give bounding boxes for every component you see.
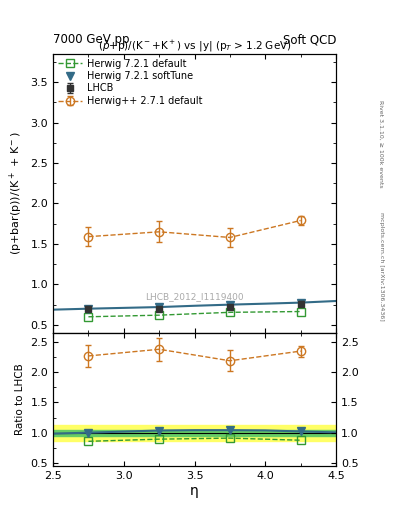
Text: Soft QCD: Soft QCD [283,33,336,46]
Y-axis label: Ratio to LHCB: Ratio to LHCB [15,364,25,435]
Bar [53,425,336,440]
Herwig 7.2.1 softTune [298,300,303,306]
Bar [53,430,336,436]
Herwig 7.2.1 default [86,314,91,320]
X-axis label: η: η [190,483,199,498]
Text: LHCB_2012_I1119400: LHCB_2012_I1119400 [145,292,244,301]
Herwig 7.2.1 default [298,308,303,314]
Line: Herwig 7.2.1 default: Herwig 7.2.1 default [84,307,305,321]
Y-axis label: (p+bar(p))/(K$^+$ + K$^-$): (p+bar(p))/(K$^+$ + K$^-$) [7,132,25,255]
Legend: Herwig 7.2.1 default, Herwig 7.2.1 softTune, LHCB, Herwig++ 2.7.1 default: Herwig 7.2.1 default, Herwig 7.2.1 softT… [56,57,204,108]
Text: Rivet 3.1.10, ≥ 100k events: Rivet 3.1.10, ≥ 100k events [379,99,384,187]
Herwig 7.2.1 default [157,312,162,318]
Text: mcplots.cern.ch [arXiv:1306.3436]: mcplots.cern.ch [arXiv:1306.3436] [379,212,384,321]
Herwig 7.2.1 default [228,309,232,315]
Text: 7000 GeV pp: 7000 GeV pp [53,33,130,46]
Herwig 7.2.1 softTune [157,304,162,310]
Herwig 7.2.1 softTune [86,306,91,312]
Title: ($\bar{p}$+p)/(K$^-$+K$^+$) vs |y| (p$_T$ > 1.2 GeV): ($\bar{p}$+p)/(K$^-$+K$^+$) vs |y| (p$_T… [98,39,291,54]
Line: Herwig 7.2.1 softTune: Herwig 7.2.1 softTune [84,299,305,312]
Herwig 7.2.1 softTune [228,302,232,308]
